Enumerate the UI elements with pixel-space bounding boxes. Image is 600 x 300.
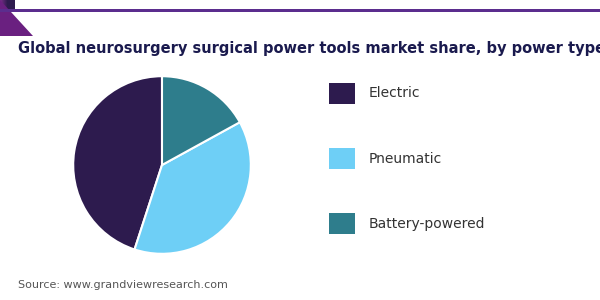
Bar [6,0,14,9]
Text: Global neurosurgery surgical power tools market share, by power type, 2018 (%): Global neurosurgery surgical power tools… [18,40,600,56]
Bar [7,0,15,9]
Bar [5,0,13,9]
Bar [2,0,10,9]
Bar [3,0,10,9]
Bar [4,0,11,9]
Bar [4,0,12,9]
Bar [329,83,355,104]
Bar [0,0,8,9]
Bar [1,0,8,9]
Bar [6,0,14,9]
Bar [5,0,13,9]
Bar [3,0,11,9]
Bar [3,0,10,9]
Bar [5,0,13,9]
Bar [6,0,14,9]
Bar [5,0,13,9]
Bar [4,0,11,9]
Bar [1,0,9,9]
Bar [5,0,12,9]
Bar [1,0,8,9]
Bar [1,0,8,9]
Bar [3,0,11,9]
Bar [3,0,11,9]
Bar [1,0,8,9]
Bar [4,0,11,9]
Bar [7,0,14,9]
Bar [2,0,10,9]
Bar [0,0,7,9]
Bar [2,0,10,9]
Bar [5,0,13,9]
Bar [2,0,9,9]
Bar [7,0,14,9]
Bar [6,0,13,9]
Bar [2,0,10,9]
Wedge shape [73,76,162,250]
Bar [7,0,14,9]
Bar [2,0,10,9]
Bar [4,0,11,9]
Bar [3,0,10,9]
Bar [2,0,9,9]
Bar [6,0,14,9]
Wedge shape [162,76,240,165]
Bar [5,0,13,9]
Bar [6,0,13,9]
Bar [7,0,14,9]
Bar [5,0,12,9]
Bar [5,0,12,9]
Bar [1,0,9,9]
Bar [4,0,11,9]
Bar [4,0,11,9]
Bar [7,0,14,9]
Bar [1,0,8,9]
Bar [5,0,12,9]
Bar [7,0,14,9]
Bar [1,0,8,9]
Bar [5,0,13,9]
Bar [2,0,10,9]
Bar [5,0,13,9]
Bar [2,0,10,9]
Text: Source: www.grandviewresearch.com: Source: www.grandviewresearch.com [18,280,228,290]
Bar [5,0,13,9]
Bar [4,0,12,9]
Bar [7,0,14,9]
Text: Battery-powered: Battery-powered [368,217,485,231]
Bar [1,0,8,9]
Polygon shape [0,0,33,36]
Bar [3,0,11,9]
Bar [329,214,355,234]
Bar [7,0,14,9]
Text: Pneumatic: Pneumatic [368,152,442,166]
Bar [2,0,9,9]
Bar [6,0,13,9]
Bar [7,0,14,9]
Bar [1,0,9,9]
Bar [4,0,12,9]
Text: Electric: Electric [368,86,419,100]
Bar [4,0,11,9]
Bar [1,0,9,9]
Bar [2,0,10,9]
Bar [0,9,600,11]
Bar [0,0,8,9]
Wedge shape [134,122,251,254]
Bar [329,148,355,169]
Bar [0,0,8,9]
Bar [7,0,15,9]
Bar [2,0,10,9]
Bar [1,0,8,9]
Bar [1,0,8,9]
Bar [4,0,11,9]
Bar [4,0,11,9]
Bar [7,0,15,9]
